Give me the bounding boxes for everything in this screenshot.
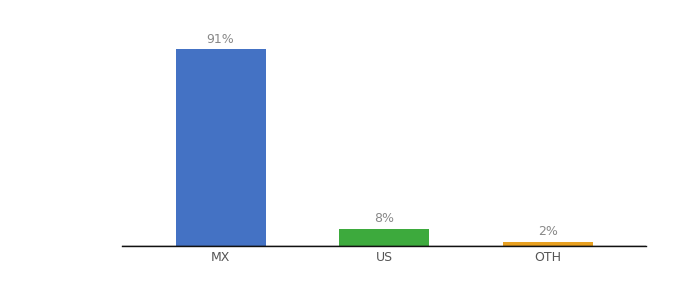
Bar	[503, 242, 593, 246]
Bar	[339, 229, 429, 246]
Text: 8%: 8%	[374, 212, 394, 226]
Text: 91%: 91%	[207, 33, 235, 46]
Text: 2%: 2%	[538, 225, 558, 239]
Bar	[175, 50, 266, 246]
